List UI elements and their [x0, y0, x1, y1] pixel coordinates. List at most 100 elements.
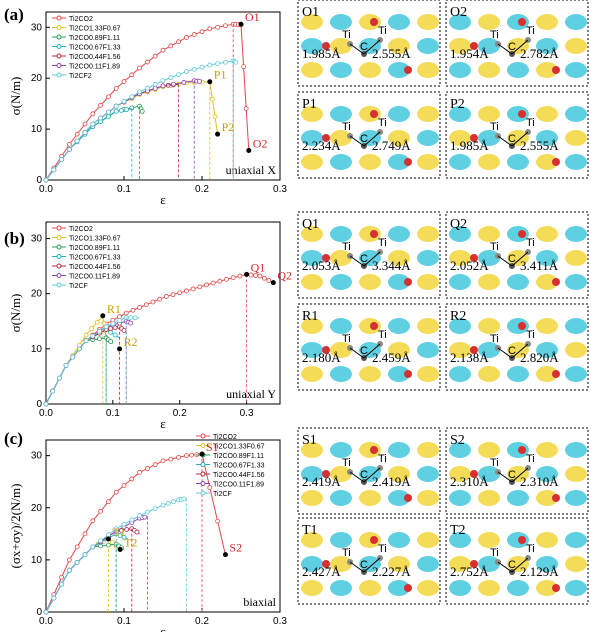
data-point: [217, 278, 223, 284]
panel-tag: (a): [4, 5, 24, 24]
structure-box-S2: S2 Ti Ti C 2.310Å 2.310Å: [445, 427, 589, 515]
charge-density-lobe: [301, 442, 323, 458]
charge-density-lobe: [449, 532, 471, 548]
data-point: [51, 167, 57, 173]
data-point: [117, 533, 123, 538]
oxygen-atom: [552, 66, 560, 74]
bond-line: [497, 347, 513, 359]
charge-density-lobe: [359, 490, 381, 506]
bond-line: [497, 471, 513, 483]
oxygen-atom: [370, 18, 378, 26]
chart-panel-2: 0.0 0.1 0.2 0.3 0 10 20 30 ε (σx+σy)/2(N/m) (c) bia…: [4, 429, 287, 632]
data-point: [108, 339, 114, 344]
oxygen-atom: [404, 584, 412, 592]
legend-entry: Ti2CF: [69, 283, 88, 290]
charge-density-lobe: [301, 14, 323, 30]
data-point: [106, 532, 111, 538]
bond-line: [363, 251, 381, 267]
data-point: [70, 354, 76, 360]
ti-label: Ti: [490, 29, 499, 41]
charge-density-lobe: [388, 226, 410, 242]
charge-density-lobe: [330, 62, 352, 78]
data-point: [109, 540, 115, 545]
data-point: [191, 32, 197, 37]
data-point: [177, 290, 183, 296]
bond-length-left: 2.310Å: [450, 474, 489, 489]
oxygen-atom: [322, 470, 330, 478]
bond-length-left: 1.985Å: [450, 138, 489, 153]
charge-density-lobe: [417, 318, 439, 334]
charge-density-lobe: [388, 532, 410, 548]
x-tick-label: 0.0: [39, 184, 53, 195]
data-point: [82, 130, 88, 135]
data-point: [170, 81, 176, 87]
data-point: [137, 65, 143, 71]
structure-tag: O2: [450, 5, 467, 20]
c-label: C: [508, 559, 516, 571]
bond-length-right: 2.749Å: [372, 138, 411, 153]
data-point: [63, 362, 69, 368]
charge-density-lobe: [536, 62, 558, 78]
legend-entry: Ti2CO0.44F1.56: [69, 264, 121, 271]
charge-density-lobe: [301, 38, 323, 54]
charge-density-lobe: [478, 366, 500, 382]
charge-density-lobe: [507, 366, 529, 382]
data-point: [128, 320, 134, 326]
oxygen-atom: [370, 322, 378, 330]
data-point: [106, 109, 111, 115]
legend-entry: Ti2CO0.11F1.89: [69, 64, 120, 71]
ti-label: Ti: [378, 237, 387, 249]
y-axis-label: σ(N/m): [8, 294, 23, 333]
charge-density-lobe: [330, 38, 352, 54]
charge-density-lobe: [359, 580, 381, 596]
legend-entry: Ti2CO2: [213, 434, 237, 441]
charge-density-lobe: [478, 38, 500, 54]
charge-density-lobe: [536, 466, 558, 482]
charge-density-lobe: [449, 366, 471, 382]
critical-point: [207, 79, 213, 85]
data-point: [98, 102, 103, 108]
bond-length-left: 1.985Å: [302, 46, 341, 61]
data-point: [248, 272, 254, 278]
bond-length-right: 3.411Å: [520, 258, 559, 273]
c-label: C: [508, 133, 516, 145]
data-point: [215, 24, 221, 30]
ti-label: Ti: [342, 29, 351, 41]
legend-entry: Ti2CO0.67F1.33: [69, 255, 121, 262]
charge-density-lobe: [330, 580, 352, 596]
legend-marker: [56, 282, 62, 288]
data-point: [97, 328, 102, 334]
ti-label: Ti: [378, 25, 387, 37]
data-point: [204, 282, 209, 288]
data-point: [176, 72, 182, 78]
y-tick-label: 30: [31, 22, 43, 33]
oxygen-atom: [470, 470, 478, 478]
ti-label: Ti: [378, 117, 387, 129]
charge-density-lobe: [536, 532, 558, 548]
structure-tag: Q2: [450, 217, 467, 232]
bond-length-right: 2.820Å: [520, 350, 559, 365]
structure-tag: R2: [450, 309, 466, 324]
data-point: [103, 324, 109, 330]
x-tick-label: 0.3: [273, 616, 287, 627]
data-point: [106, 542, 111, 548]
data-point: [207, 62, 213, 68]
data-point: [137, 305, 143, 310]
bond-length-right: 2.555Å: [372, 46, 411, 61]
data-point: [82, 121, 88, 127]
ti-label: Ti: [490, 547, 499, 559]
ti-label: Ti: [342, 241, 351, 253]
data-point: [108, 326, 114, 332]
oxygen-atom: [404, 278, 412, 286]
data-point: [168, 43, 174, 49]
critical-point-label: P1: [214, 68, 227, 82]
charge-density-lobe: [565, 38, 587, 54]
charge-density-lobe: [565, 366, 587, 382]
critical-point: [117, 546, 123, 552]
charge-density-lobe: [301, 342, 323, 358]
legend-marker: [56, 44, 62, 49]
oxygen-atom: [370, 536, 378, 544]
data-point: [197, 284, 203, 290]
charge-density-lobe: [565, 318, 587, 334]
c-label: C: [360, 559, 368, 571]
